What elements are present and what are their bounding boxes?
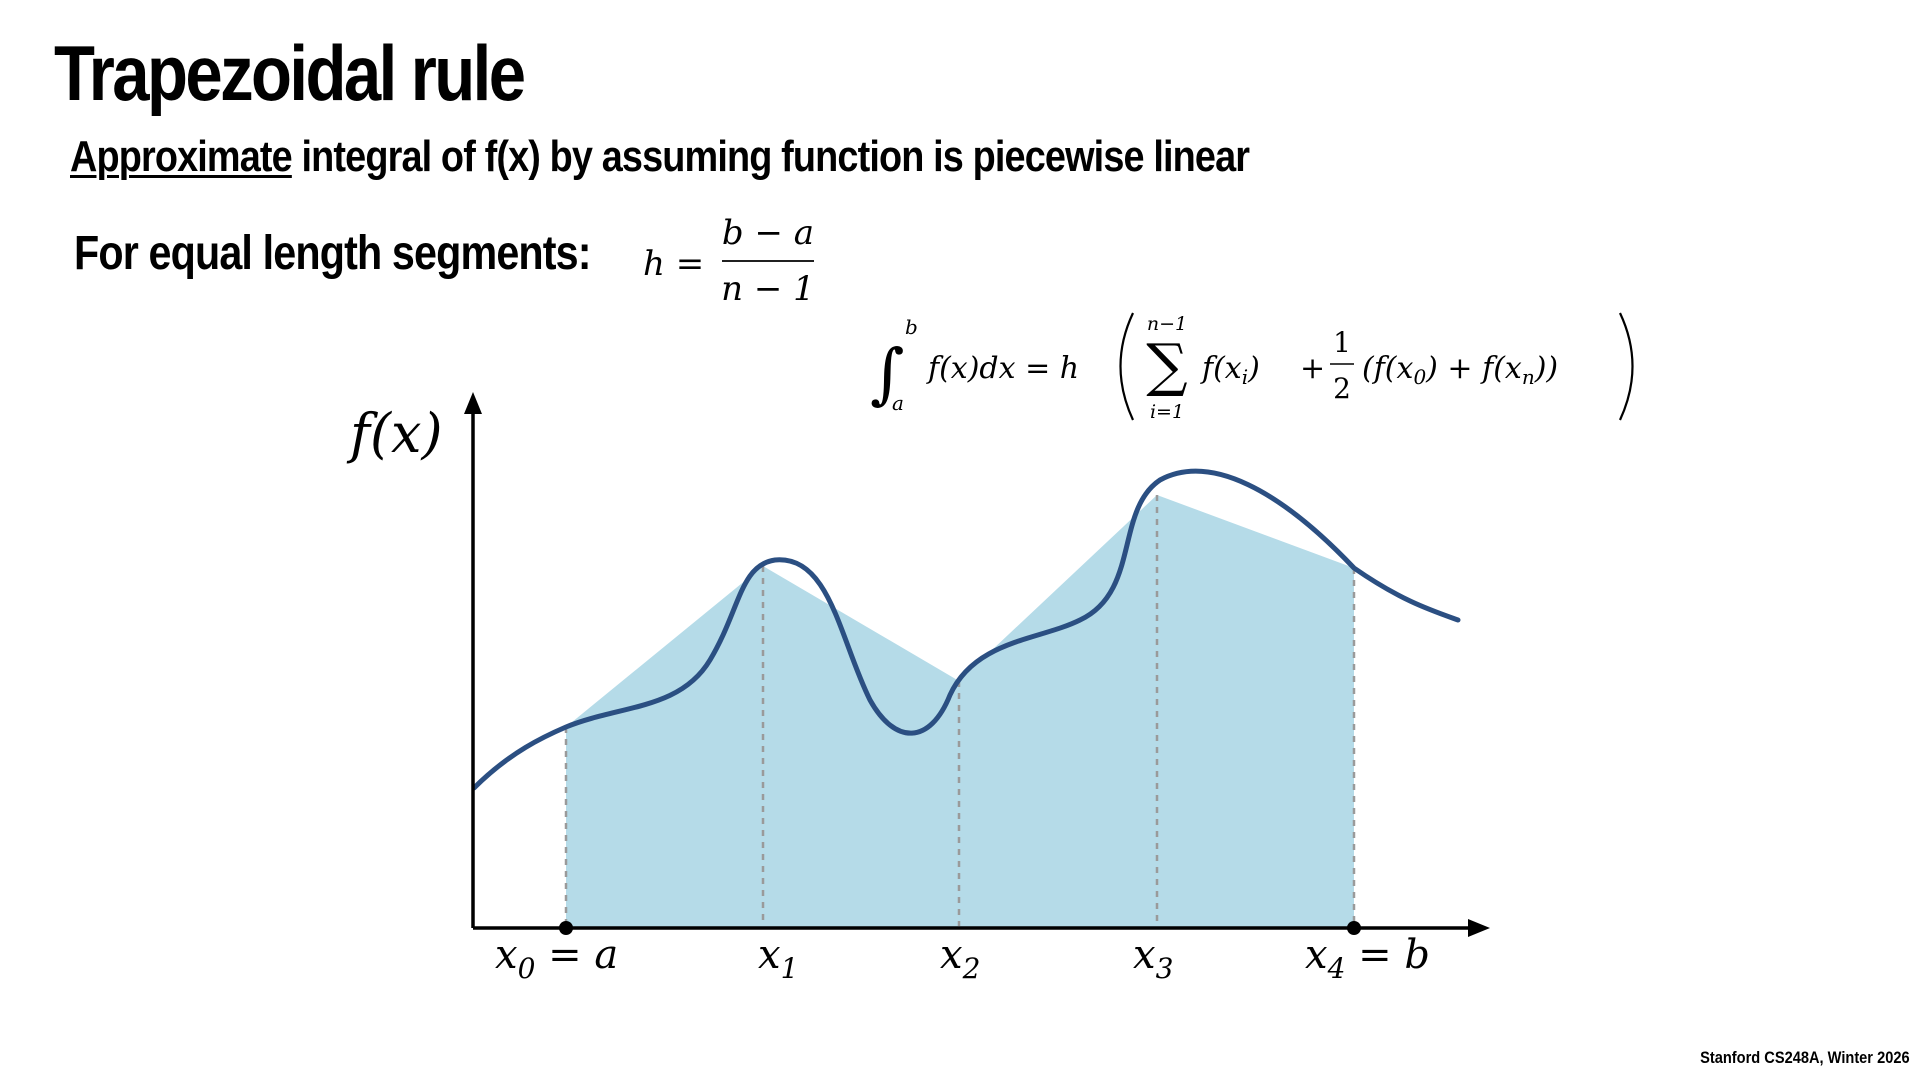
endpoint-a-dot — [559, 921, 573, 935]
function-curve — [471, 468, 1461, 791]
page-title: Trapezoidal rule — [54, 29, 526, 117]
slide-subtitle: Approximate integral of f(x) by assuming… — [70, 132, 1250, 182]
subtitle-text: integral of f(x) by assuming function is… — [291, 132, 1250, 181]
big-paren-right — [1619, 312, 1634, 421]
sum-lower-bound: i=1 — [1150, 401, 1184, 423]
y-axis-label: f(x) — [346, 402, 443, 465]
integral-lhs: f(x)dx = h — [926, 351, 1079, 386]
trapezoid-integral-formula: ∫ b a f(x)dx = h n−1 ∑ i=1 f(xi) + 1 2 (… — [870, 312, 1634, 423]
sample-lines — [564, 495, 1356, 926]
half-denominator: 2 — [1333, 372, 1351, 405]
half-numerator: 1 — [1333, 326, 1351, 359]
y-axis-arrow — [464, 392, 482, 414]
equal-segments-label: For equal length segments: — [74, 227, 592, 280]
integral-upper-bound: b — [905, 315, 918, 339]
x-label-1: x1 — [758, 932, 798, 985]
h-denominator: n − 1 — [721, 269, 815, 309]
h-lhs: h = — [643, 244, 704, 284]
course-footer: Stanford CS248A, Winter 2026 — [1700, 1048, 1910, 1067]
sum-upper-bound: n−1 — [1147, 313, 1187, 335]
integral-lower-bound: a — [892, 391, 904, 415]
h-numerator: b − a — [722, 213, 814, 253]
x-label-2: x2 — [940, 932, 980, 985]
step-size-formula: h = b − a n − 1 — [643, 213, 815, 309]
endpoint-term: (f(x0) + f(xn)) — [1362, 351, 1558, 389]
x-axis-arrow — [1468, 919, 1490, 937]
sum-term: f(xi) — [1200, 351, 1260, 389]
subtitle-underlined-word: Approximate — [70, 132, 293, 181]
endpoint-b-dot — [1347, 921, 1361, 935]
x-label-3: x3 — [1133, 932, 1173, 985]
big-paren-left — [1119, 312, 1134, 421]
x-label-4: x4 = b — [1305, 932, 1430, 985]
plus-sign: + — [1300, 351, 1325, 386]
integral-sign: ∫ — [870, 335, 904, 412]
x-label-0: x0 = a — [495, 932, 618, 985]
sum-sign: ∑ — [1146, 331, 1187, 399]
